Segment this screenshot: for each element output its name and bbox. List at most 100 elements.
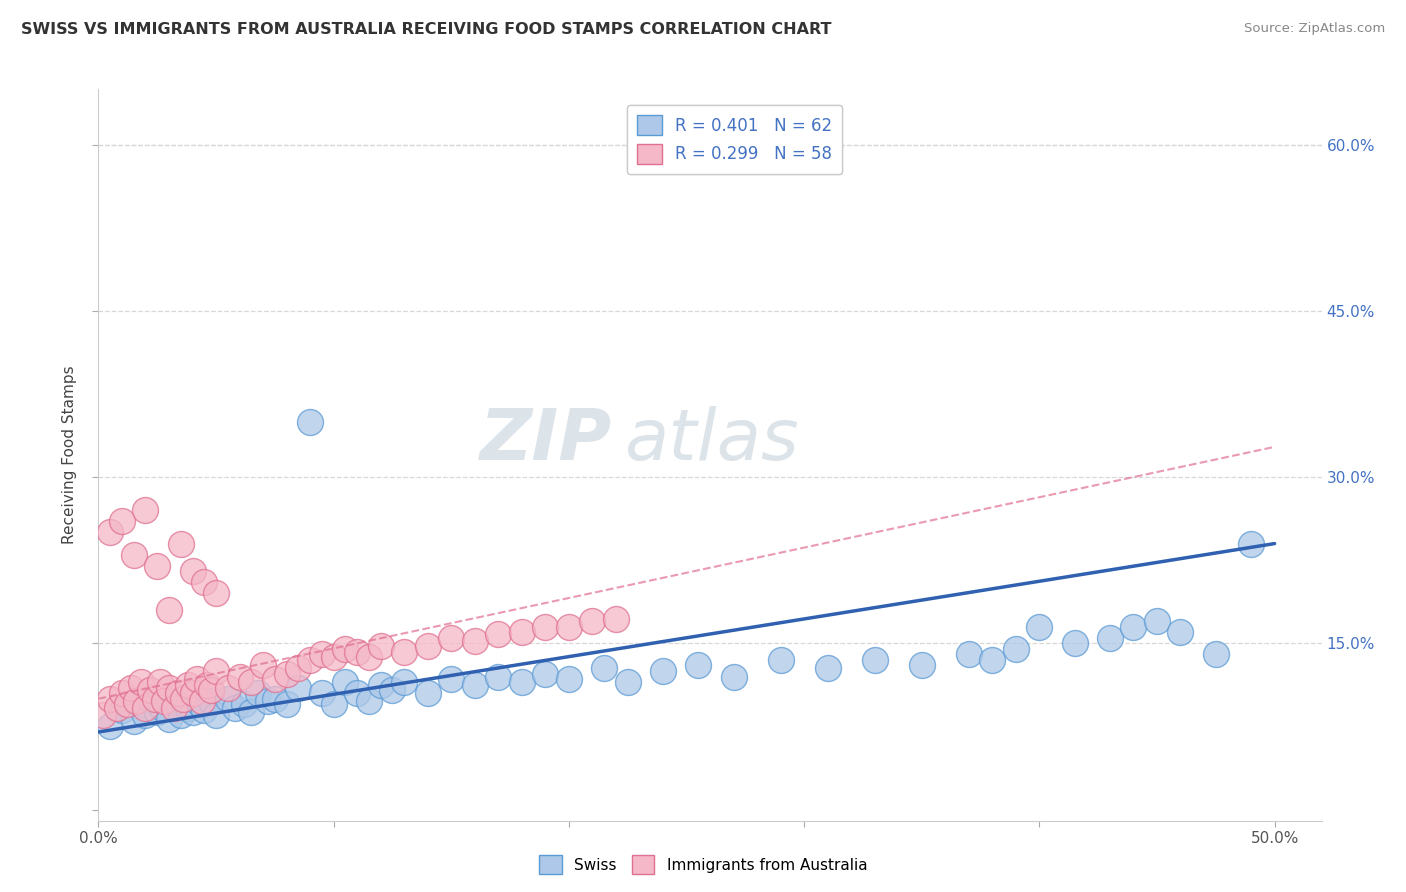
Point — [817, 661, 839, 675]
Point — [1205, 648, 1227, 662]
Point — [240, 675, 263, 690]
Point — [346, 645, 368, 659]
Point — [205, 708, 228, 723]
Point — [416, 639, 439, 653]
Point — [143, 691, 166, 706]
Point — [276, 698, 298, 712]
Point — [957, 648, 980, 662]
Point — [125, 694, 148, 708]
Point — [200, 682, 222, 697]
Point — [558, 672, 581, 686]
Point — [181, 564, 204, 578]
Point — [120, 681, 142, 695]
Point — [177, 700, 200, 714]
Point — [346, 686, 368, 700]
Point — [256, 694, 278, 708]
Point — [534, 667, 557, 681]
Point — [146, 705, 169, 719]
Point — [233, 698, 256, 712]
Point — [299, 415, 322, 429]
Y-axis label: Receiving Food Stamps: Receiving Food Stamps — [62, 366, 77, 544]
Point — [205, 586, 228, 600]
Point — [172, 691, 194, 706]
Point — [188, 698, 211, 712]
Point — [195, 678, 218, 692]
Point — [1122, 620, 1144, 634]
Point — [769, 653, 792, 667]
Point — [558, 620, 581, 634]
Point — [510, 625, 533, 640]
Point — [335, 641, 357, 656]
Point — [98, 691, 121, 706]
Point — [177, 678, 200, 692]
Point — [134, 700, 156, 714]
Point — [134, 503, 156, 517]
Point — [335, 675, 357, 690]
Point — [357, 649, 380, 664]
Point — [129, 675, 152, 690]
Point — [652, 664, 675, 678]
Point — [146, 558, 169, 573]
Text: ZIP: ZIP — [479, 406, 612, 475]
Point — [205, 664, 228, 678]
Point — [1028, 620, 1050, 634]
Point — [1004, 641, 1026, 656]
Point — [167, 686, 190, 700]
Point — [486, 627, 509, 641]
Point — [510, 675, 533, 690]
Point — [287, 661, 309, 675]
Point — [115, 698, 138, 712]
Point — [464, 634, 486, 648]
Point — [863, 653, 886, 667]
Point — [322, 649, 344, 664]
Point — [193, 575, 215, 590]
Point — [723, 669, 745, 683]
Point — [240, 705, 263, 719]
Point — [276, 667, 298, 681]
Point — [593, 661, 616, 675]
Point — [217, 681, 239, 695]
Point — [440, 631, 463, 645]
Point — [163, 694, 186, 708]
Point — [139, 682, 162, 697]
Point — [534, 620, 557, 634]
Point — [1146, 614, 1168, 628]
Point — [911, 658, 934, 673]
Point — [150, 700, 173, 714]
Point — [134, 708, 156, 723]
Point — [392, 645, 416, 659]
Text: Source: ZipAtlas.com: Source: ZipAtlas.com — [1244, 22, 1385, 36]
Point — [111, 515, 134, 529]
Point — [1063, 636, 1085, 650]
Point — [464, 678, 486, 692]
Point — [157, 712, 180, 726]
Point — [193, 703, 215, 717]
Text: atlas: atlas — [624, 406, 799, 475]
Point — [186, 672, 208, 686]
Point — [122, 714, 145, 728]
Point — [252, 658, 274, 673]
Point — [1240, 536, 1263, 550]
Point — [111, 703, 134, 717]
Point — [370, 678, 392, 692]
Point — [287, 681, 309, 695]
Point — [581, 614, 603, 628]
Point — [181, 686, 204, 700]
Point — [200, 694, 222, 708]
Point — [170, 708, 193, 723]
Point — [111, 686, 134, 700]
Point — [311, 686, 333, 700]
Text: SWISS VS IMMIGRANTS FROM AUSTRALIA RECEIVING FOOD STAMPS CORRELATION CHART: SWISS VS IMMIGRANTS FROM AUSTRALIA RECEI… — [21, 22, 831, 37]
Point — [392, 675, 416, 690]
Point — [416, 686, 439, 700]
Point — [98, 719, 121, 733]
Point — [486, 669, 509, 683]
Point — [181, 705, 204, 719]
Point — [157, 603, 180, 617]
Point — [263, 672, 285, 686]
Point — [263, 691, 285, 706]
Point — [981, 653, 1004, 667]
Point — [122, 548, 145, 562]
Point — [157, 681, 180, 695]
Point — [381, 682, 404, 697]
